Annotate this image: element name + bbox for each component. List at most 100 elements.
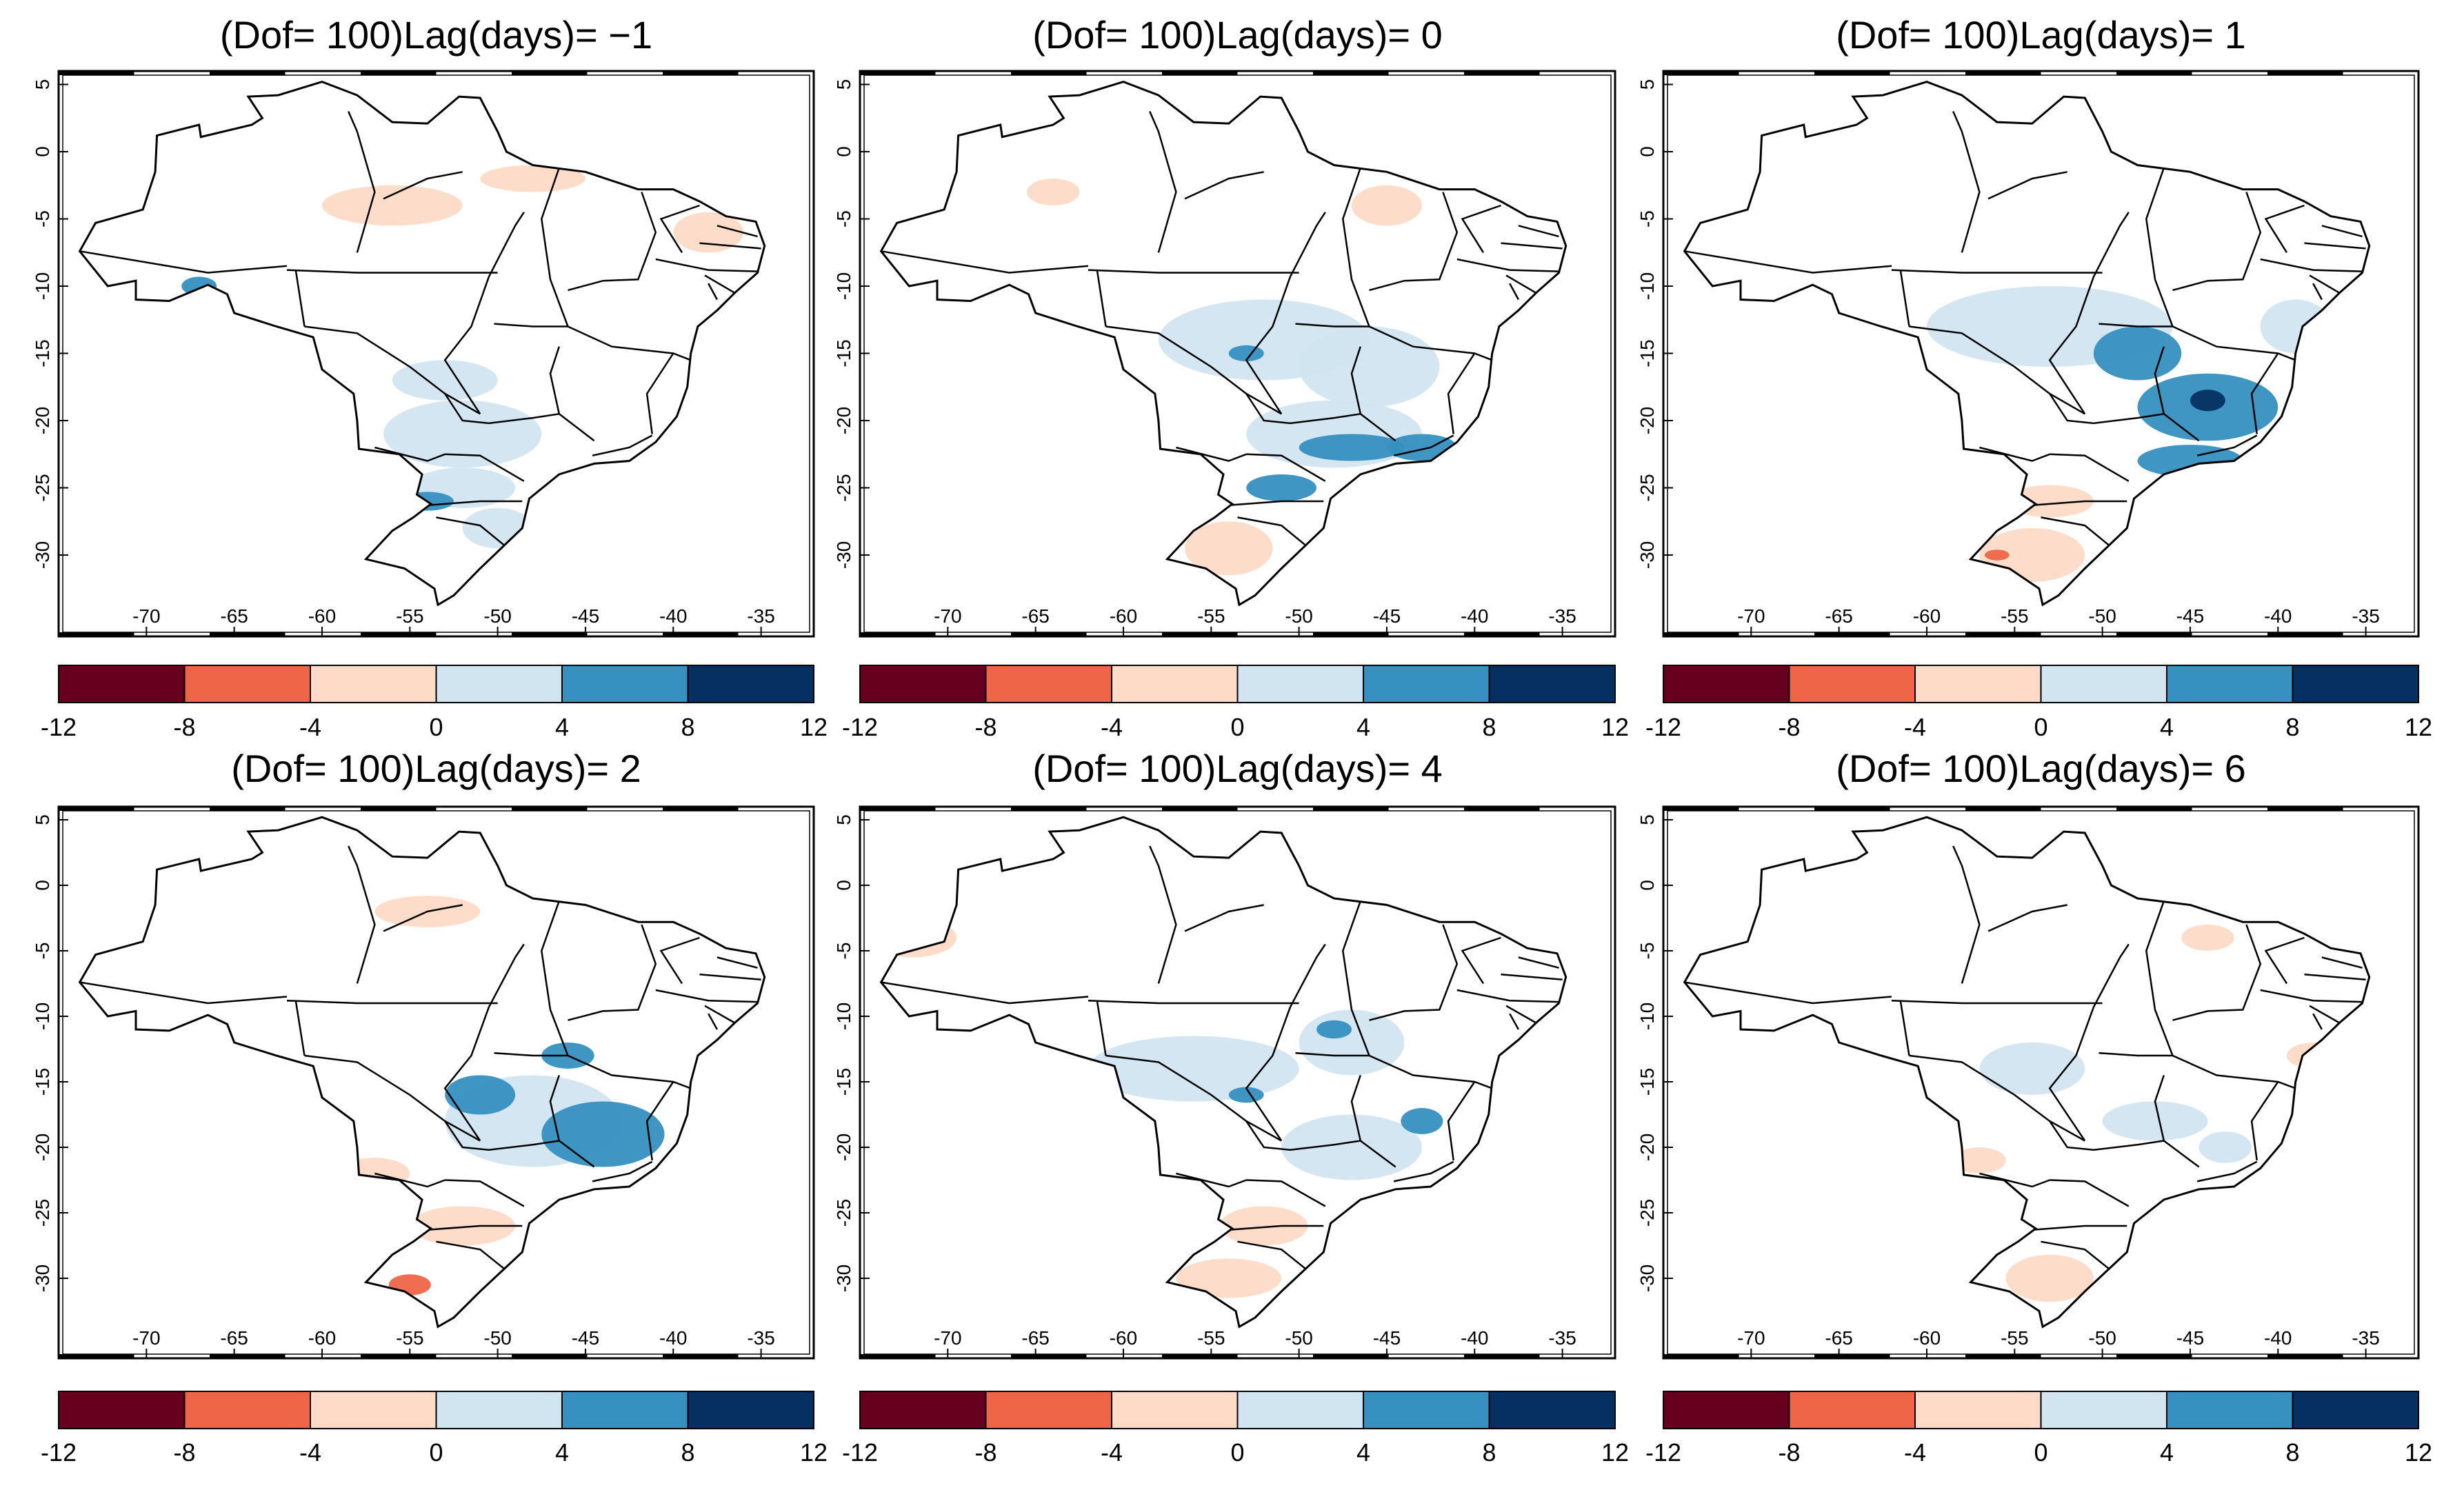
state-border xyxy=(2049,1120,2164,1151)
frame-band xyxy=(361,71,437,75)
frame-band xyxy=(2267,632,2343,636)
state-border xyxy=(494,1051,568,1057)
state-border xyxy=(592,1160,653,1182)
colorbar-swatch xyxy=(561,1391,689,1429)
state-border xyxy=(1149,845,1177,984)
state-border xyxy=(2032,1225,2127,1231)
frame-band xyxy=(1965,71,2041,75)
colorbar-tick-label: 0 xyxy=(1230,1438,1244,1467)
x-tick-label: -60 xyxy=(1110,605,1137,627)
frame-band xyxy=(663,71,739,75)
state-border xyxy=(2145,900,2174,1056)
x-tick-label: -70 xyxy=(1737,1327,1765,1349)
anomaly-blob xyxy=(410,1206,516,1246)
anomaly-blob xyxy=(673,212,744,253)
colorbar-swatch xyxy=(1236,665,1364,703)
state-border xyxy=(1891,999,2103,1005)
state-border xyxy=(1461,204,1501,253)
state-border xyxy=(2321,225,2363,238)
state-border xyxy=(1979,446,2050,462)
frame-band xyxy=(1313,1354,1389,1358)
state-border xyxy=(374,446,445,462)
map-panel-6: (Dof= 100)Lag(days)= 6 5 0 -5 -10 -15 -20 -25 -3… xyxy=(1636,747,2432,1467)
state-border xyxy=(645,1081,674,1161)
state-border xyxy=(1456,989,1559,1003)
anomaly-blob xyxy=(2093,326,2182,381)
frame-band xyxy=(1663,632,1739,636)
colorbar-swatch xyxy=(1363,665,1490,703)
state-border xyxy=(444,1120,559,1151)
frame-band xyxy=(512,632,588,636)
state-border xyxy=(1246,1179,1326,1207)
x-tick-label: -55 xyxy=(2001,605,2028,627)
anomaly-blob xyxy=(1281,1114,1422,1180)
state-border xyxy=(1909,325,2085,415)
frame-band xyxy=(860,1354,936,1358)
frame-band xyxy=(1814,1354,1890,1358)
state-border xyxy=(549,1075,595,1168)
y-tick-label: 0 xyxy=(32,146,53,157)
state-border xyxy=(304,325,481,415)
state-border xyxy=(1899,270,1910,327)
state-border xyxy=(2309,1005,2341,1024)
state-border xyxy=(2050,1179,2130,1207)
colorbar-tick-label: 4 xyxy=(2160,1438,2174,1467)
anomaly-blob xyxy=(383,400,542,468)
colorbar-swatch xyxy=(2040,1391,2167,1429)
y-tick-label: -30 xyxy=(833,541,854,569)
colorbar-tick-label: 12 xyxy=(800,713,828,741)
state-border xyxy=(1295,1051,1370,1057)
state-border xyxy=(1350,1075,1396,1168)
colorbar-tick-label: 4 xyxy=(2160,713,2174,741)
state-border xyxy=(286,269,498,274)
x-tick-label: -40 xyxy=(2264,1327,2292,1349)
x-tick-label: -60 xyxy=(1110,1327,1137,1349)
y-tick-label: -20 xyxy=(1636,1134,1658,1161)
colorbar-tick-label: 4 xyxy=(1356,713,1370,741)
colorbar: -12 -8 -4 0 4 8 12 xyxy=(41,1391,828,1467)
x-tick-label: -45 xyxy=(2176,605,2204,627)
state-border xyxy=(348,111,376,253)
y-tick-label: -25 xyxy=(833,1199,854,1227)
state-border xyxy=(717,225,758,238)
colorbar-swatch xyxy=(1788,665,1916,703)
frame-band xyxy=(361,807,437,811)
x-tick-label: -65 xyxy=(1021,605,1049,627)
y-tick-label: 5 xyxy=(32,814,53,825)
frame-band xyxy=(210,807,286,811)
country-outline xyxy=(1683,81,2371,607)
state-border xyxy=(286,999,498,1005)
state-border xyxy=(1176,1172,1247,1188)
y-tick-label: -5 xyxy=(833,210,854,228)
colorbar-tick-label: -4 xyxy=(1101,1438,1123,1467)
y-tick-label: -15 xyxy=(32,1068,53,1096)
state-border xyxy=(1393,434,1454,456)
colorbar-swatch xyxy=(435,1391,563,1429)
colorbar-tick-label: -4 xyxy=(1904,713,1926,741)
colorbar-swatch xyxy=(1788,1391,1916,1429)
colorbar-tick-label: -8 xyxy=(173,1438,195,1467)
anomaly-blob xyxy=(2190,390,2225,412)
frame-band xyxy=(361,632,437,636)
x-tick-label: -60 xyxy=(1913,1327,1941,1349)
colorbar: -12 -8 -4 0 4 8 12 xyxy=(842,665,1629,741)
x-tick-label: -60 xyxy=(308,605,336,627)
state-border xyxy=(1228,500,1324,507)
y-tick-label: -25 xyxy=(32,1199,53,1227)
frame-band xyxy=(210,71,286,75)
colorbar-swatch xyxy=(1236,1391,1364,1429)
state-border xyxy=(1684,981,1892,1005)
state-border xyxy=(2172,325,2296,361)
frame-band xyxy=(512,71,588,75)
frame-band xyxy=(1162,1354,1238,1358)
anomaly-blob xyxy=(1185,521,1273,576)
state-border xyxy=(1228,1225,1324,1231)
anomaly-blob xyxy=(445,1075,516,1115)
anomaly-blob xyxy=(1299,1009,1405,1076)
anomaly-blob xyxy=(392,360,498,401)
colorbar-tick-label: 12 xyxy=(800,1438,828,1467)
state-border xyxy=(568,924,657,1021)
state-border xyxy=(2250,1081,2279,1161)
panel-title: (Dof= 100)Lag(days)= 1 xyxy=(1836,13,2246,57)
